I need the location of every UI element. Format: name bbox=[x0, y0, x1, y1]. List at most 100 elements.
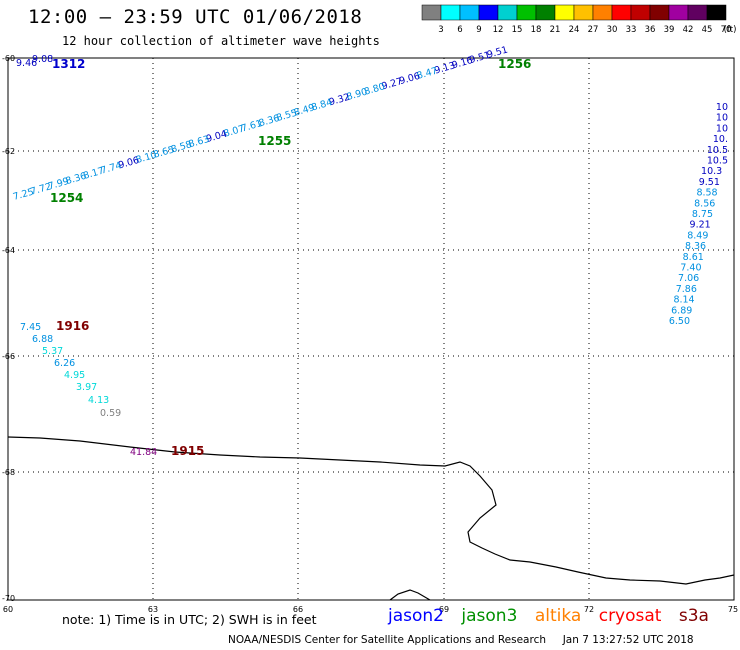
scale-swatch bbox=[535, 4, 556, 21]
scale-swatch bbox=[649, 4, 670, 21]
page-title: 12:00 – 23:59 UTC 01/06/2018 bbox=[28, 6, 363, 28]
scale-tick-label: 15 bbox=[512, 25, 523, 35]
track-label: 1915 bbox=[171, 444, 204, 458]
scale-swatch bbox=[440, 4, 461, 21]
lon-label: 63 bbox=[148, 605, 158, 614]
lat-label: -68 bbox=[2, 468, 15, 477]
scale-tick-label: 39 bbox=[664, 25, 675, 35]
scale-swatch bbox=[459, 4, 480, 21]
sat-jason2: jason2 bbox=[388, 606, 444, 626]
scale-tick-label: (ft) bbox=[724, 25, 737, 35]
scale-swatch bbox=[592, 4, 613, 21]
wave-value: 6.26 bbox=[54, 358, 75, 369]
footnote: note: 1) Time is in UTC; 2) SWH is in fe… bbox=[62, 612, 317, 627]
wave-value: 7.45 bbox=[20, 322, 41, 333]
scale-tick-label: 3 bbox=[438, 25, 443, 35]
track-label: 1256 bbox=[498, 57, 531, 71]
map-frame: -60 -62 -64 -66 -68 -70 60 63 66 69 72 75 bbox=[2, 54, 738, 614]
wave-value: 10. bbox=[713, 134, 728, 145]
wave-value: 9.08 bbox=[32, 54, 53, 65]
sat-altika: altika bbox=[534, 606, 582, 626]
scale-swatch bbox=[630, 4, 651, 21]
wave-value: 5.37 bbox=[42, 346, 63, 357]
wave-value: 8.61 bbox=[683, 252, 704, 263]
scale-swatch bbox=[516, 4, 537, 21]
lon-label: 72 bbox=[584, 605, 594, 614]
scale-tick-label: 30 bbox=[607, 25, 618, 35]
wave-value: 6.88 bbox=[32, 334, 53, 345]
page-subtitle: 12 hour collection of altimeter wave hei… bbox=[62, 34, 380, 48]
scale-tick-label: 33 bbox=[626, 25, 637, 35]
wave-value: 8.36 bbox=[685, 241, 706, 252]
wave-value: 10 bbox=[716, 113, 728, 124]
wave-value: 7.25 bbox=[12, 186, 35, 202]
sat-s3a: s3a bbox=[678, 606, 709, 626]
generated-timestamp: Jan 7 13:27:52 UTC 2018 bbox=[562, 634, 694, 646]
scale-swatch bbox=[611, 4, 632, 21]
wave-value: 8.58 bbox=[696, 188, 717, 199]
wave-value: 41.84 bbox=[130, 447, 157, 458]
track-label: 1255 bbox=[258, 134, 291, 148]
wave-value: 3.97 bbox=[76, 382, 97, 393]
wave-value: 10 bbox=[716, 102, 728, 113]
wave-value: 9.51 bbox=[699, 177, 720, 188]
scale-swatch bbox=[478, 4, 499, 21]
wave-value: 7.40 bbox=[680, 263, 701, 274]
wave-value: 8.75 bbox=[692, 209, 713, 220]
scale-tick-label: 18 bbox=[531, 25, 542, 35]
wave-value: 8.56 bbox=[694, 198, 715, 209]
scale-tick-label: 9 bbox=[476, 25, 481, 35]
lon-label: 66 bbox=[293, 605, 303, 614]
scale-swatch bbox=[668, 4, 689, 21]
scale-swatch bbox=[554, 4, 575, 21]
scale-tick-label: 42 bbox=[683, 25, 694, 35]
scale-tick-label: 12 bbox=[493, 25, 504, 35]
wave-value: 0.59 bbox=[100, 408, 121, 419]
track-label: 1254 bbox=[50, 191, 83, 205]
lon-label: 69 bbox=[439, 605, 449, 614]
wave-value: 10.5 bbox=[707, 156, 728, 167]
lon-label: 75 bbox=[728, 605, 738, 614]
color-scale-legend: 3 6 9 12 15 18 21 24 27 30 33 36 39 42 45 70(ft) bbox=[421, 4, 737, 35]
wave-value: 9.46 bbox=[16, 58, 37, 69]
wave-value: 6.89 bbox=[671, 305, 692, 316]
wave-value: 7.86 bbox=[676, 284, 697, 295]
scale-swatch bbox=[497, 4, 518, 21]
scale-swatch bbox=[687, 4, 708, 21]
scale-tick-label: 36 bbox=[645, 25, 656, 35]
wave-value: 8.49 bbox=[687, 230, 708, 241]
scale-swatch bbox=[421, 4, 442, 21]
scale-tick-label: 21 bbox=[550, 25, 561, 35]
lat-label: -62 bbox=[2, 147, 15, 156]
wave-value: 4.13 bbox=[88, 395, 109, 406]
lon-label: 60 bbox=[3, 605, 13, 614]
wave-value: 10 bbox=[716, 123, 728, 134]
wave-value: 7.06 bbox=[678, 273, 699, 284]
track-label: 1916 bbox=[56, 319, 89, 333]
lat-label: -66 bbox=[2, 352, 15, 361]
sat-cryosat: cryosat bbox=[598, 606, 662, 626]
credit-text: NOAA/NESDIS Center for Satellite Applica… bbox=[228, 634, 546, 646]
map-border bbox=[7, 57, 735, 601]
scale-tick-label: 24 bbox=[569, 25, 580, 35]
wave-value: 10.5 bbox=[707, 145, 728, 156]
coastline bbox=[7, 436, 735, 601]
scale-swatch bbox=[573, 4, 594, 21]
island-coastline bbox=[389, 589, 431, 601]
scale-tick-label: 70 bbox=[721, 25, 732, 35]
wave-value: 4.95 bbox=[64, 370, 85, 381]
wave-value: 9.21 bbox=[690, 220, 711, 231]
wave-value: 6.50 bbox=[669, 316, 690, 327]
credit-line: NOAA/NESDIS Center for Satellite Applica… bbox=[228, 634, 694, 646]
scale-tick-label: 6 bbox=[457, 25, 462, 35]
scale-tick-label: 45 bbox=[702, 25, 713, 35]
scale-swatch bbox=[706, 4, 727, 21]
sat-jason3: jason3 bbox=[461, 606, 518, 626]
satellite-legend: jason2 jason3 altika cryosat s3a bbox=[388, 606, 721, 626]
wave-height-labels: 9.469.0813129.519.519.169.138.479.069.27… bbox=[12, 44, 728, 458]
lat-label: -64 bbox=[2, 246, 15, 255]
wave-value: 8.14 bbox=[673, 295, 694, 306]
lat-label: -60 bbox=[2, 54, 15, 63]
track-label: 1312 bbox=[52, 57, 85, 71]
